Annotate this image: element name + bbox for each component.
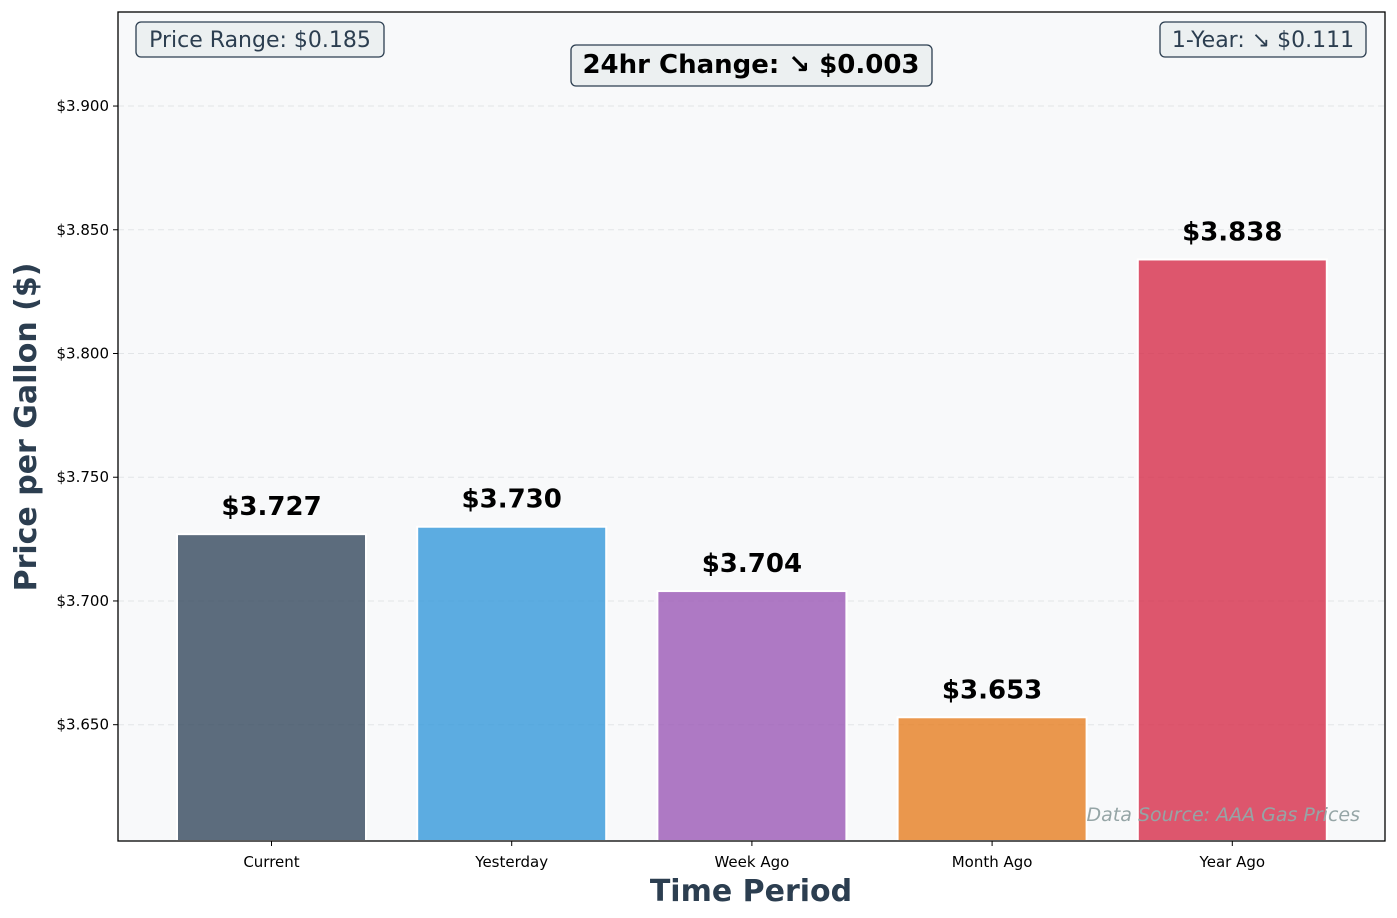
y-tick-label: $3.700	[57, 592, 110, 610]
change-24hr-text: 24hr Change: ↘ $0.003	[582, 50, 919, 80]
bar-value-label: $3.653	[942, 675, 1042, 705]
bar-value-label: $3.704	[702, 549, 802, 579]
x-tick-label: Year Ago	[1199, 853, 1266, 871]
y-tick-label: $3.900	[57, 97, 110, 115]
bar-value-label: $3.838	[1182, 217, 1282, 247]
value-labels: $3.727 $3.730 $3.704 $3.653 $3.838	[221, 217, 1282, 705]
bar-value-label: $3.727	[221, 492, 321, 522]
x-tick-label: Current	[243, 853, 299, 871]
price-range-box: Price Range: $0.185	[135, 21, 385, 58]
bars	[176, 258, 1328, 843]
y-tick-label: $3.650	[57, 716, 110, 734]
one-year-text: 1-Year: ↘ $0.111	[1172, 28, 1354, 53]
x-tick-label: Month Ago	[952, 853, 1033, 871]
x-axis-ticks: Current Yesterday Week Ago Month Ago Year Ag…	[243, 841, 1265, 871]
bar	[656, 590, 848, 842]
y-tick-label: $3.850	[57, 221, 110, 239]
y-axis-title: Price per Gallon ($)	[9, 263, 44, 592]
y-tick-label: $3.750	[57, 468, 110, 486]
bar	[416, 525, 608, 843]
x-tick-label: Week Ago	[714, 853, 789, 871]
x-tick-label: Yesterday	[474, 853, 548, 871]
change-24hr-box: 24hr Change: ↘ $0.003	[570, 44, 933, 87]
price-range-text: Price Range: $0.185	[149, 28, 371, 53]
y-axis-ticks: $3.650 $3.700 $3.750 $3.800 $3.850 $3.900	[57, 97, 118, 734]
bar-value-label: $3.730	[462, 485, 562, 515]
one-year-box: 1-Year: ↘ $0.111	[1159, 21, 1367, 58]
y-tick-label: $3.800	[57, 344, 110, 362]
bar	[176, 533, 367, 842]
data-source-text: Data Source: AAA Gas Prices	[1087, 804, 1361, 826]
x-axis-title: Time Period	[650, 874, 852, 909]
bar	[896, 716, 1088, 843]
bar	[1136, 258, 1328, 842]
